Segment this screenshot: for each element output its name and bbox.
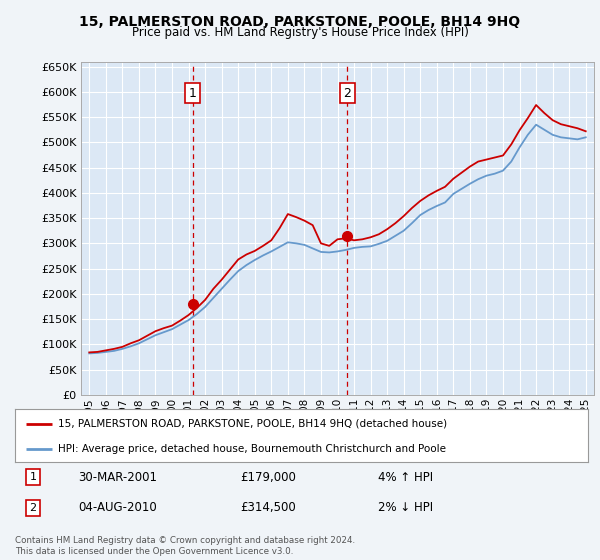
Text: Price paid vs. HM Land Registry's House Price Index (HPI): Price paid vs. HM Land Registry's House … — [131, 26, 469, 39]
Text: 2: 2 — [29, 503, 37, 513]
Text: 30-MAR-2001: 30-MAR-2001 — [78, 470, 157, 484]
Text: 4% ↑ HPI: 4% ↑ HPI — [378, 470, 433, 484]
Text: HPI: Average price, detached house, Bournemouth Christchurch and Poole: HPI: Average price, detached house, Bour… — [58, 444, 446, 454]
Text: 15, PALMERSTON ROAD, PARKSTONE, POOLE, BH14 9HQ: 15, PALMERSTON ROAD, PARKSTONE, POOLE, B… — [79, 15, 521, 29]
Text: 04-AUG-2010: 04-AUG-2010 — [78, 501, 157, 515]
Text: 2% ↓ HPI: 2% ↓ HPI — [378, 501, 433, 515]
Text: 1: 1 — [188, 87, 196, 100]
Text: 1: 1 — [29, 472, 37, 482]
Text: Contains HM Land Registry data © Crown copyright and database right 2024.
This d: Contains HM Land Registry data © Crown c… — [15, 536, 355, 556]
Text: £179,000: £179,000 — [240, 470, 296, 484]
Text: £314,500: £314,500 — [240, 501, 296, 515]
Text: 2: 2 — [343, 87, 351, 100]
Text: 15, PALMERSTON ROAD, PARKSTONE, POOLE, BH14 9HQ (detached house): 15, PALMERSTON ROAD, PARKSTONE, POOLE, B… — [58, 419, 447, 429]
